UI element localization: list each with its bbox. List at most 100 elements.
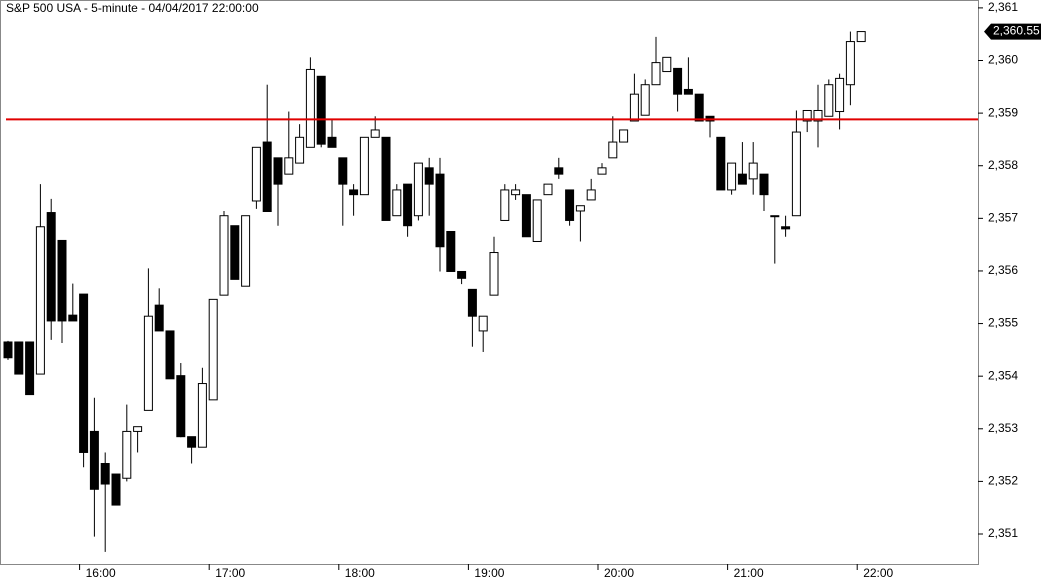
y-tick-label: 2,355 [988,316,1018,330]
candle-body [748,162,758,180]
candle-body [176,375,186,438]
candle-body [241,215,251,287]
candle-body [262,141,272,213]
candle-body [824,84,834,117]
candle-body [413,162,423,217]
y-tick-label: 2,352 [988,474,1018,488]
candle-body [759,173,769,196]
candle-body [640,84,650,116]
candle-body [543,183,553,196]
candle-body [565,189,575,221]
candle-body [327,136,337,148]
x-tick-label: 16:00 [86,566,116,580]
candle-body [532,199,542,242]
candle-body [435,173,445,248]
candle-body [651,62,661,86]
candle-body [727,162,737,191]
candle-body [111,473,121,506]
candle-body [575,205,585,212]
x-tick-label: 19:00 [474,566,504,580]
y-tick-label: 2,360 [988,53,1018,67]
x-tick-label: 21:00 [734,566,764,580]
candle-body [781,226,791,230]
y-tick-label: 2,359 [988,105,1018,119]
candle-body [500,189,510,221]
candle-body [683,88,693,95]
candle-body [89,430,99,490]
candle-body [737,173,747,185]
candle-body [197,383,207,448]
candle-body [154,304,164,332]
candle-body [100,463,110,485]
candle-body [122,430,132,479]
candle-body [251,146,261,202]
price-tag [984,23,1041,40]
candle-body [446,230,456,272]
candle-body [370,129,380,138]
candle-body [187,436,197,448]
price-tag-label: 2,360.55 [993,24,1040,38]
candle-body [143,315,153,411]
candle-body [219,215,229,296]
candle-body [403,183,413,227]
candle-body [845,41,855,86]
candle-body [133,426,143,432]
candle-body [813,109,823,122]
candle-body [478,315,488,332]
candle-body [57,239,67,322]
candle-body [511,189,521,196]
candle-body [3,341,13,359]
candle-body [489,252,499,296]
candle-body [554,167,564,175]
candle-body [629,93,639,122]
candle-body [295,136,305,164]
candle-body [165,330,175,380]
candle-body [338,157,348,185]
candle-body [619,129,629,143]
candle-body [856,31,866,43]
candle-body [586,189,596,201]
candle-body [694,93,704,122]
candle-body [392,189,402,217]
candle-body [230,225,240,280]
chart-title: S&P 500 USA - 5-minute - 04/04/2017 22:0… [6,1,259,15]
candle-body [521,194,531,238]
candle-body [597,167,607,175]
y-tick-label: 2,358 [988,158,1018,172]
x-tick-label: 18:00 [345,566,375,580]
y-tick-label: 2,361 [988,0,1018,14]
candle-body [467,288,477,317]
candle-body [662,56,672,73]
candle-body [608,141,618,159]
candle-body [305,68,315,148]
candle-body [381,136,391,221]
y-tick-label: 2,356 [988,263,1018,277]
candle-body [14,341,24,375]
x-tick-label: 22:00 [863,566,893,580]
candle-body [802,109,812,122]
y-tick-label: 2,357 [988,211,1018,225]
candle-body [46,212,56,322]
candle-body [79,293,89,453]
candle-body [35,226,45,375]
candle-body [316,75,326,145]
candle-body [25,341,35,396]
y-tick-label: 2,351 [988,526,1018,540]
candle-body [457,270,467,279]
candle-body [673,67,683,95]
x-tick-label: 17:00 [215,566,245,580]
y-tick-label: 2,353 [988,421,1018,435]
candle-body [273,157,283,185]
candle-body [424,167,434,185]
candle-body [770,215,780,218]
candle-body [791,131,801,217]
candle-body [716,136,726,191]
candle-body [284,157,294,175]
x-tick-label: 20:00 [604,566,634,580]
candle-body [359,136,369,196]
candle-body [835,77,845,113]
candle-body [208,298,218,401]
candle-body [349,189,359,196]
y-tick-label: 2,354 [988,368,1018,382]
